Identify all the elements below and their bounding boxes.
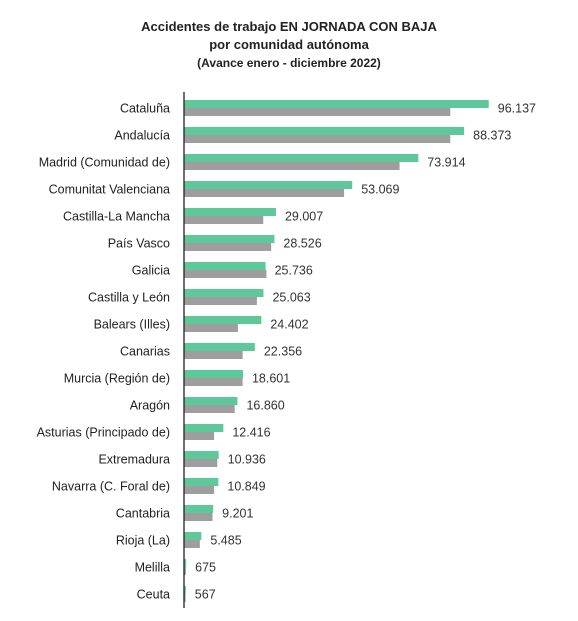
bar-primary	[184, 154, 419, 162]
data-label: 25.736	[275, 264, 313, 278]
category-label: Ceuta	[137, 588, 170, 602]
data-label: 12.416	[232, 426, 270, 440]
data-label: 5.485	[210, 534, 241, 548]
bar-secondary	[184, 135, 451, 143]
bar-secondary	[184, 297, 257, 305]
category-label: Murcia (Región de)	[64, 372, 170, 386]
bar-primary	[184, 532, 202, 540]
data-label: 18.601	[252, 372, 290, 386]
bar-secondary	[184, 216, 264, 224]
chart-title: Accidentes de trabajo EN JORNADA CON BAJ…	[141, 19, 437, 34]
data-label: 675	[195, 561, 216, 575]
bar-primary	[184, 100, 489, 108]
category-label: Balears (Illes)	[94, 318, 170, 332]
bar-primary	[184, 586, 186, 594]
bar-primary	[184, 478, 219, 486]
bar-secondary	[184, 513, 213, 521]
bar-secondary	[184, 486, 215, 494]
bar-secondary	[184, 270, 267, 278]
category-label: Navarra (C. Foral de)	[52, 480, 170, 494]
bar-secondary	[184, 540, 200, 548]
bar-secondary	[184, 432, 215, 440]
bar-secondary	[184, 567, 186, 575]
category-label: Canarias	[120, 345, 170, 359]
data-label: 9.201	[222, 507, 253, 521]
data-label: 28.526	[283, 237, 321, 251]
category-label: Extremadura	[98, 453, 170, 467]
bar-primary	[184, 289, 264, 297]
chart-subtitle: (Avance enero - diciembre 2022)	[197, 56, 381, 70]
bar-primary	[184, 316, 262, 324]
data-label: 29.007	[285, 210, 323, 224]
category-label: Madrid (Comunidad de)	[39, 156, 170, 170]
category-label: Comunitat Valenciana	[49, 183, 170, 197]
category-label: Cantabria	[116, 507, 170, 521]
bar-secondary	[184, 108, 451, 116]
category-label: Andalucía	[114, 129, 170, 143]
data-label: 567	[195, 588, 216, 602]
bar-secondary	[184, 459, 218, 467]
category-label: Castilla y León	[88, 291, 170, 305]
category-label: Aragón	[130, 399, 170, 413]
data-label: 10.936	[228, 453, 266, 467]
category-label: Asturias (Principado de)	[37, 426, 170, 440]
bar-primary	[184, 127, 465, 135]
data-label: 88.373	[473, 129, 511, 143]
bar-secondary	[184, 162, 400, 170]
category-label: Rioja (La)	[116, 534, 170, 548]
bar-secondary	[184, 243, 272, 251]
data-label: 96.137	[498, 102, 536, 116]
bar-primary	[184, 262, 266, 270]
bar-primary	[184, 505, 214, 513]
data-label: 10.849	[227, 480, 265, 494]
bar-secondary	[184, 378, 243, 386]
category-label: Castilla-La Mancha	[63, 210, 170, 224]
bar-primary	[184, 208, 276, 216]
data-label: 22.356	[264, 345, 302, 359]
chart-title-line2: por comunidad autónoma	[209, 37, 369, 52]
bar-primary	[184, 235, 275, 243]
category-label: Melilla	[135, 561, 170, 575]
bar-secondary	[184, 324, 238, 332]
bar-primary	[184, 181, 353, 189]
bar-primary	[184, 451, 219, 459]
bar-primary	[184, 559, 187, 567]
bar-secondary	[184, 594, 186, 602]
bar-primary	[184, 370, 243, 378]
data-label: 73.914	[427, 156, 465, 170]
category-label: Cataluña	[120, 102, 170, 116]
data-label: 16.860	[246, 399, 284, 413]
category-label: Galicia	[132, 264, 170, 278]
category-label: País Vasco	[108, 237, 170, 251]
bar-primary	[184, 343, 255, 351]
data-label: 24.402	[270, 318, 308, 332]
bar-secondary	[184, 351, 243, 359]
chart-title-block: Accidentes de trabajo EN JORNADA CON BAJ…	[0, 18, 578, 72]
bar-primary	[184, 397, 238, 405]
bar-secondary	[184, 405, 235, 413]
bar-primary	[184, 424, 224, 432]
data-label: 53.069	[361, 183, 399, 197]
bar-secondary	[184, 189, 345, 197]
data-label: 25.063	[272, 291, 310, 305]
